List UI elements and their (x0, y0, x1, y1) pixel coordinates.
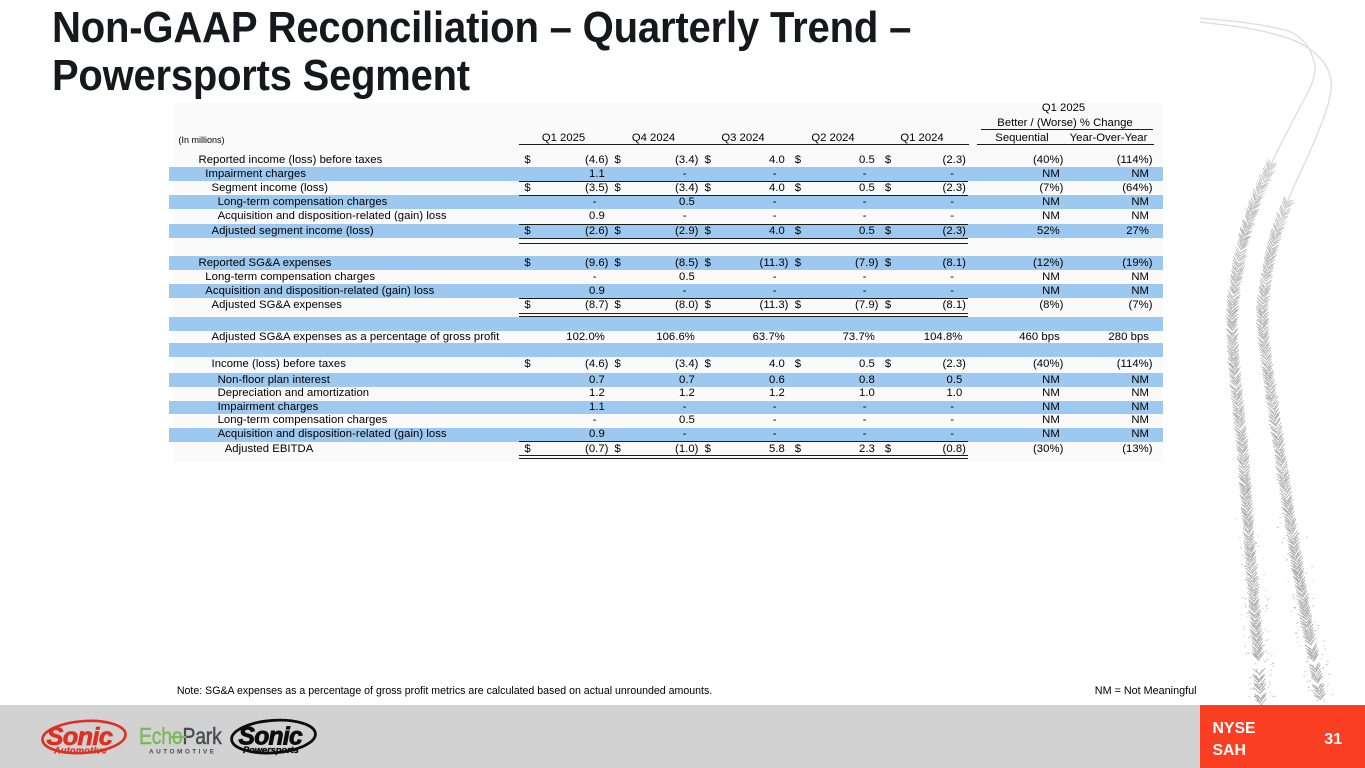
svg-text:Sonic: Sonic (239, 723, 303, 750)
svg-text:Automotive: Automotive (53, 746, 107, 756)
svg-text:EchoPark: EchoPark (139, 724, 222, 749)
svg-text:Sonic: Sonic (47, 723, 113, 751)
svg-text:AUTOMOTIVE: AUTOMOTIVE (149, 748, 217, 755)
svg-text:Powersports: Powersports (243, 744, 299, 755)
